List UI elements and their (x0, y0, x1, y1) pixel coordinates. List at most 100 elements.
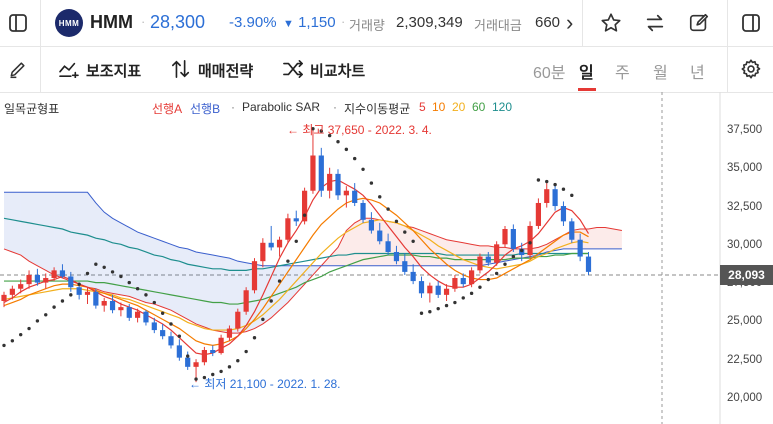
candle-body (218, 337, 224, 354)
star-icon[interactable] (597, 9, 625, 37)
ichimoku-label[interactable]: 일목균형표 (4, 102, 60, 116)
ichimoku-cloud-segment (438, 236, 447, 266)
sar-dot (536, 178, 541, 182)
candle-body (118, 307, 124, 311)
sar-dot (361, 167, 365, 171)
candle-body (143, 311, 149, 323)
candle-body (477, 256, 483, 271)
indicators-icon[interactable] (57, 58, 81, 80)
ichimoku-cloud-segment (20, 192, 30, 262)
indicators-button[interactable]: 보조지표 (86, 63, 142, 80)
price-axis-tick: 37,500 (727, 124, 763, 136)
candle-body (368, 219, 374, 231)
candle-body (59, 270, 66, 277)
divider (727, 0, 728, 46)
more-info-chevron-icon[interactable]: › (566, 10, 574, 35)
candle-body (527, 225, 533, 256)
candle-body (302, 190, 308, 222)
candle-body (51, 270, 57, 279)
candle-body (510, 229, 516, 249)
candle-body (502, 229, 508, 245)
sar-dot (269, 299, 273, 303)
candle-body (76, 287, 82, 295)
period-tab-year[interactable]: 년 (690, 65, 705, 82)
sar-dot (211, 372, 215, 377)
ticker-name: HMM (90, 12, 133, 32)
edit-icon[interactable] (685, 9, 713, 37)
sar-dot (186, 354, 190, 358)
sar-dot (135, 287, 140, 291)
candle-body (410, 271, 416, 282)
sar-dot (428, 310, 432, 314)
price-axis-tick: 30,000 (727, 238, 763, 251)
candle-body (377, 230, 383, 242)
change-amount: 1,150 (298, 14, 336, 31)
ema-label[interactable]: 지수이동평균 (344, 102, 411, 116)
ichimoku-cloud-segment (404, 225, 414, 266)
separator-dot: · (141, 14, 146, 29)
settings-gear-icon[interactable] (737, 55, 765, 83)
strategy-button[interactable]: 매매전략 (198, 63, 254, 80)
panel-toggle-icon[interactable] (737, 9, 765, 37)
span-a-line (3, 217, 622, 334)
sar-dot (553, 182, 557, 187)
sar-dot (261, 317, 265, 322)
period-tab-week[interactable]: 주 (615, 65, 630, 82)
candle-body (544, 189, 550, 203)
ichimoku-cloud-segment (45, 192, 55, 275)
volume-label: 거래량 (349, 18, 385, 33)
legend-separator: · (333, 100, 337, 114)
pen-draw-icon[interactable] (4, 55, 32, 83)
candle-body (485, 256, 491, 263)
sar-dot (60, 299, 65, 303)
sar-dot (319, 129, 323, 133)
sar-dot (353, 156, 357, 161)
compare-icon[interactable] (281, 58, 305, 80)
sar-dot (85, 271, 90, 276)
sar-dot (35, 319, 40, 323)
sar-dot (94, 262, 98, 266)
sar-dot (419, 311, 424, 315)
candle-body (34, 274, 40, 283)
candle-body (469, 270, 475, 285)
candle-body (452, 278, 458, 289)
price-axis-tick: 25,000 (727, 315, 763, 328)
ichimoku-cloud-segment (4, 192, 13, 252)
parabolic-sar-label[interactable]: Parabolic SAR (242, 100, 321, 114)
swap-icon[interactable] (641, 9, 669, 37)
sar-dot (77, 282, 81, 286)
sar-dot (227, 365, 232, 369)
ichimoku-cloud-segment (37, 192, 46, 271)
period-tab-60min[interactable]: 60분 (533, 65, 566, 82)
sidebar-toggle-icon[interactable] (4, 9, 32, 37)
candlestick-chart[interactable] (0, 92, 773, 424)
sar-dot (336, 140, 340, 144)
separator-dot: · (341, 14, 346, 29)
sar-dot (378, 195, 382, 199)
candle-body (1, 294, 7, 301)
sar-dot (344, 147, 349, 152)
candle-body (418, 281, 425, 294)
candle-body (68, 276, 74, 288)
sar-dot (44, 313, 48, 317)
sar-dot (277, 279, 282, 283)
period-tab-day[interactable]: 일 (579, 65, 594, 82)
strategy-icon[interactable] (169, 58, 193, 80)
ichimoku-cloud-segment (129, 227, 138, 300)
ichimoku-cloud-segment (70, 192, 80, 285)
ichimoku-cloud-segment (613, 229, 622, 249)
sar-dot (403, 230, 407, 234)
sar-dot (110, 270, 115, 274)
candle-body (84, 291, 91, 295)
ichimoku-cloud-segment (605, 227, 614, 249)
ichimoku-cloud-segment (596, 227, 606, 249)
candle-body (260, 242, 266, 262)
period-tab-month[interactable]: 월 (653, 65, 668, 82)
active-period-indicator (578, 88, 596, 91)
ichimoku-cloud-segment (338, 230, 347, 266)
compare-button[interactable]: 비교차트 (310, 63, 366, 80)
ichimoku-cloud-segment (212, 255, 222, 332)
span-b-label: 선행B (190, 102, 221, 116)
price-axis-tick: 32,500 (727, 200, 763, 213)
ema120-label: 120 (492, 100, 513, 114)
